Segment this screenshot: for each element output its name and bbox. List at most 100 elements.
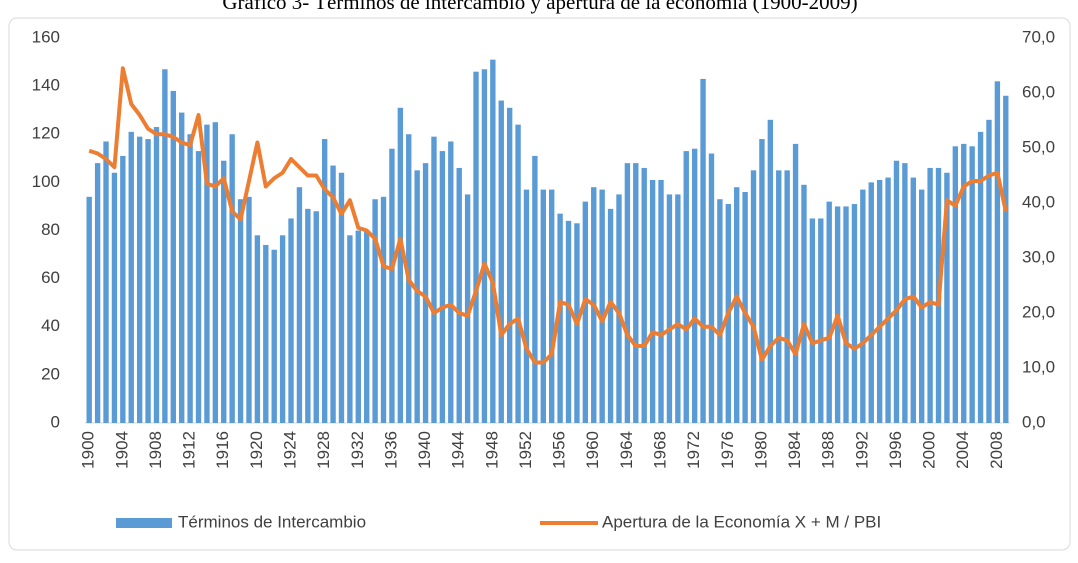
bar bbox=[876, 179, 883, 423]
x-tick-label: 1928 bbox=[314, 431, 333, 469]
y-tick-label: 120 bbox=[32, 124, 60, 143]
bar bbox=[254, 235, 261, 423]
y2-tick-label: 20,0 bbox=[1022, 302, 1055, 321]
bar bbox=[355, 230, 361, 423]
bar bbox=[666, 194, 673, 423]
bar bbox=[364, 230, 370, 423]
y-tick-label: 0 bbox=[51, 412, 60, 431]
bar bbox=[717, 199, 723, 423]
bar bbox=[162, 69, 168, 423]
y2-tick-label: 70,0 bbox=[1022, 27, 1055, 46]
bar bbox=[607, 208, 614, 423]
bar bbox=[229, 134, 235, 423]
bar bbox=[767, 119, 774, 423]
bar bbox=[338, 172, 345, 423]
bar bbox=[910, 177, 916, 423]
x-tick-label: 1908 bbox=[146, 431, 165, 469]
bar bbox=[380, 196, 387, 423]
x-tick-label: 1932 bbox=[348, 431, 367, 469]
bar bbox=[540, 189, 546, 423]
bar bbox=[271, 249, 277, 423]
bar bbox=[809, 218, 816, 423]
bar bbox=[204, 124, 210, 423]
bar bbox=[431, 136, 437, 423]
bar bbox=[372, 199, 378, 423]
bar bbox=[826, 201, 832, 423]
bar bbox=[389, 148, 395, 423]
bar bbox=[414, 170, 420, 423]
bar bbox=[860, 189, 866, 423]
bar bbox=[649, 179, 656, 423]
legend-swatch bbox=[116, 518, 172, 528]
y-tick-label: 40 bbox=[41, 316, 60, 335]
bar bbox=[145, 139, 151, 423]
bar bbox=[473, 71, 479, 423]
bar bbox=[179, 112, 185, 423]
bar bbox=[422, 163, 429, 423]
bar bbox=[86, 196, 92, 423]
x-tick-label: 1956 bbox=[550, 431, 569, 469]
y-tick-label: 60 bbox=[41, 268, 60, 287]
bar bbox=[347, 235, 353, 423]
x-tick-label: 2000 bbox=[920, 431, 939, 469]
bar bbox=[153, 127, 160, 423]
bar bbox=[675, 194, 681, 423]
bar bbox=[818, 218, 824, 423]
bar bbox=[691, 148, 698, 423]
bar bbox=[902, 163, 908, 423]
x-tick-label: 1992 bbox=[852, 431, 871, 469]
bar bbox=[464, 194, 471, 423]
bar bbox=[893, 160, 900, 423]
bar bbox=[868, 182, 874, 423]
bar bbox=[506, 107, 513, 423]
x-tick-label: 1912 bbox=[180, 431, 199, 469]
bar bbox=[439, 151, 446, 423]
x-tick-label: 1920 bbox=[247, 431, 266, 469]
bar bbox=[624, 163, 631, 423]
bar bbox=[490, 59, 496, 423]
x-tick-label: 1900 bbox=[79, 431, 98, 469]
bar bbox=[994, 81, 1001, 423]
bar bbox=[263, 244, 269, 423]
bar bbox=[212, 122, 219, 423]
y-tick-label: 80 bbox=[41, 220, 60, 239]
y2-tick-label: 50,0 bbox=[1022, 137, 1055, 156]
bar bbox=[498, 100, 504, 423]
bar bbox=[851, 204, 858, 423]
bar bbox=[170, 90, 176, 423]
legend-label: Apertura de la Economía X + M / PBI bbox=[602, 512, 881, 531]
bar bbox=[313, 211, 319, 423]
bar bbox=[288, 218, 294, 423]
bar bbox=[1003, 95, 1009, 423]
bar bbox=[792, 143, 799, 423]
bar bbox=[456, 167, 462, 423]
bar bbox=[944, 172, 950, 423]
bar bbox=[961, 143, 967, 423]
bar bbox=[683, 151, 689, 423]
bar bbox=[969, 146, 975, 423]
bar bbox=[582, 201, 589, 423]
bar bbox=[136, 136, 143, 423]
x-tick-label: 1976 bbox=[718, 431, 737, 469]
bar bbox=[885, 177, 891, 423]
bar bbox=[843, 206, 849, 423]
y2-tick-label: 10,0 bbox=[1022, 357, 1055, 376]
bar bbox=[237, 199, 244, 423]
y-tick-label: 140 bbox=[32, 76, 60, 95]
x-tick-label: 1924 bbox=[281, 431, 300, 469]
bar bbox=[296, 187, 303, 423]
bar bbox=[784, 170, 790, 423]
legend-label: Términos de Intercambio bbox=[178, 512, 366, 531]
chart-title: Gráfico 3- Términos de intercambio y ape… bbox=[222, 0, 857, 14]
bar bbox=[515, 124, 521, 423]
x-tick-label: 1988 bbox=[819, 431, 838, 469]
y2-tick-label: 60,0 bbox=[1022, 82, 1055, 101]
x-tick-label: 1996 bbox=[886, 431, 905, 469]
bar bbox=[397, 107, 404, 423]
bar bbox=[279, 235, 286, 423]
bar bbox=[532, 155, 538, 423]
bar bbox=[103, 141, 109, 423]
bar bbox=[195, 151, 202, 423]
bar bbox=[549, 189, 555, 423]
